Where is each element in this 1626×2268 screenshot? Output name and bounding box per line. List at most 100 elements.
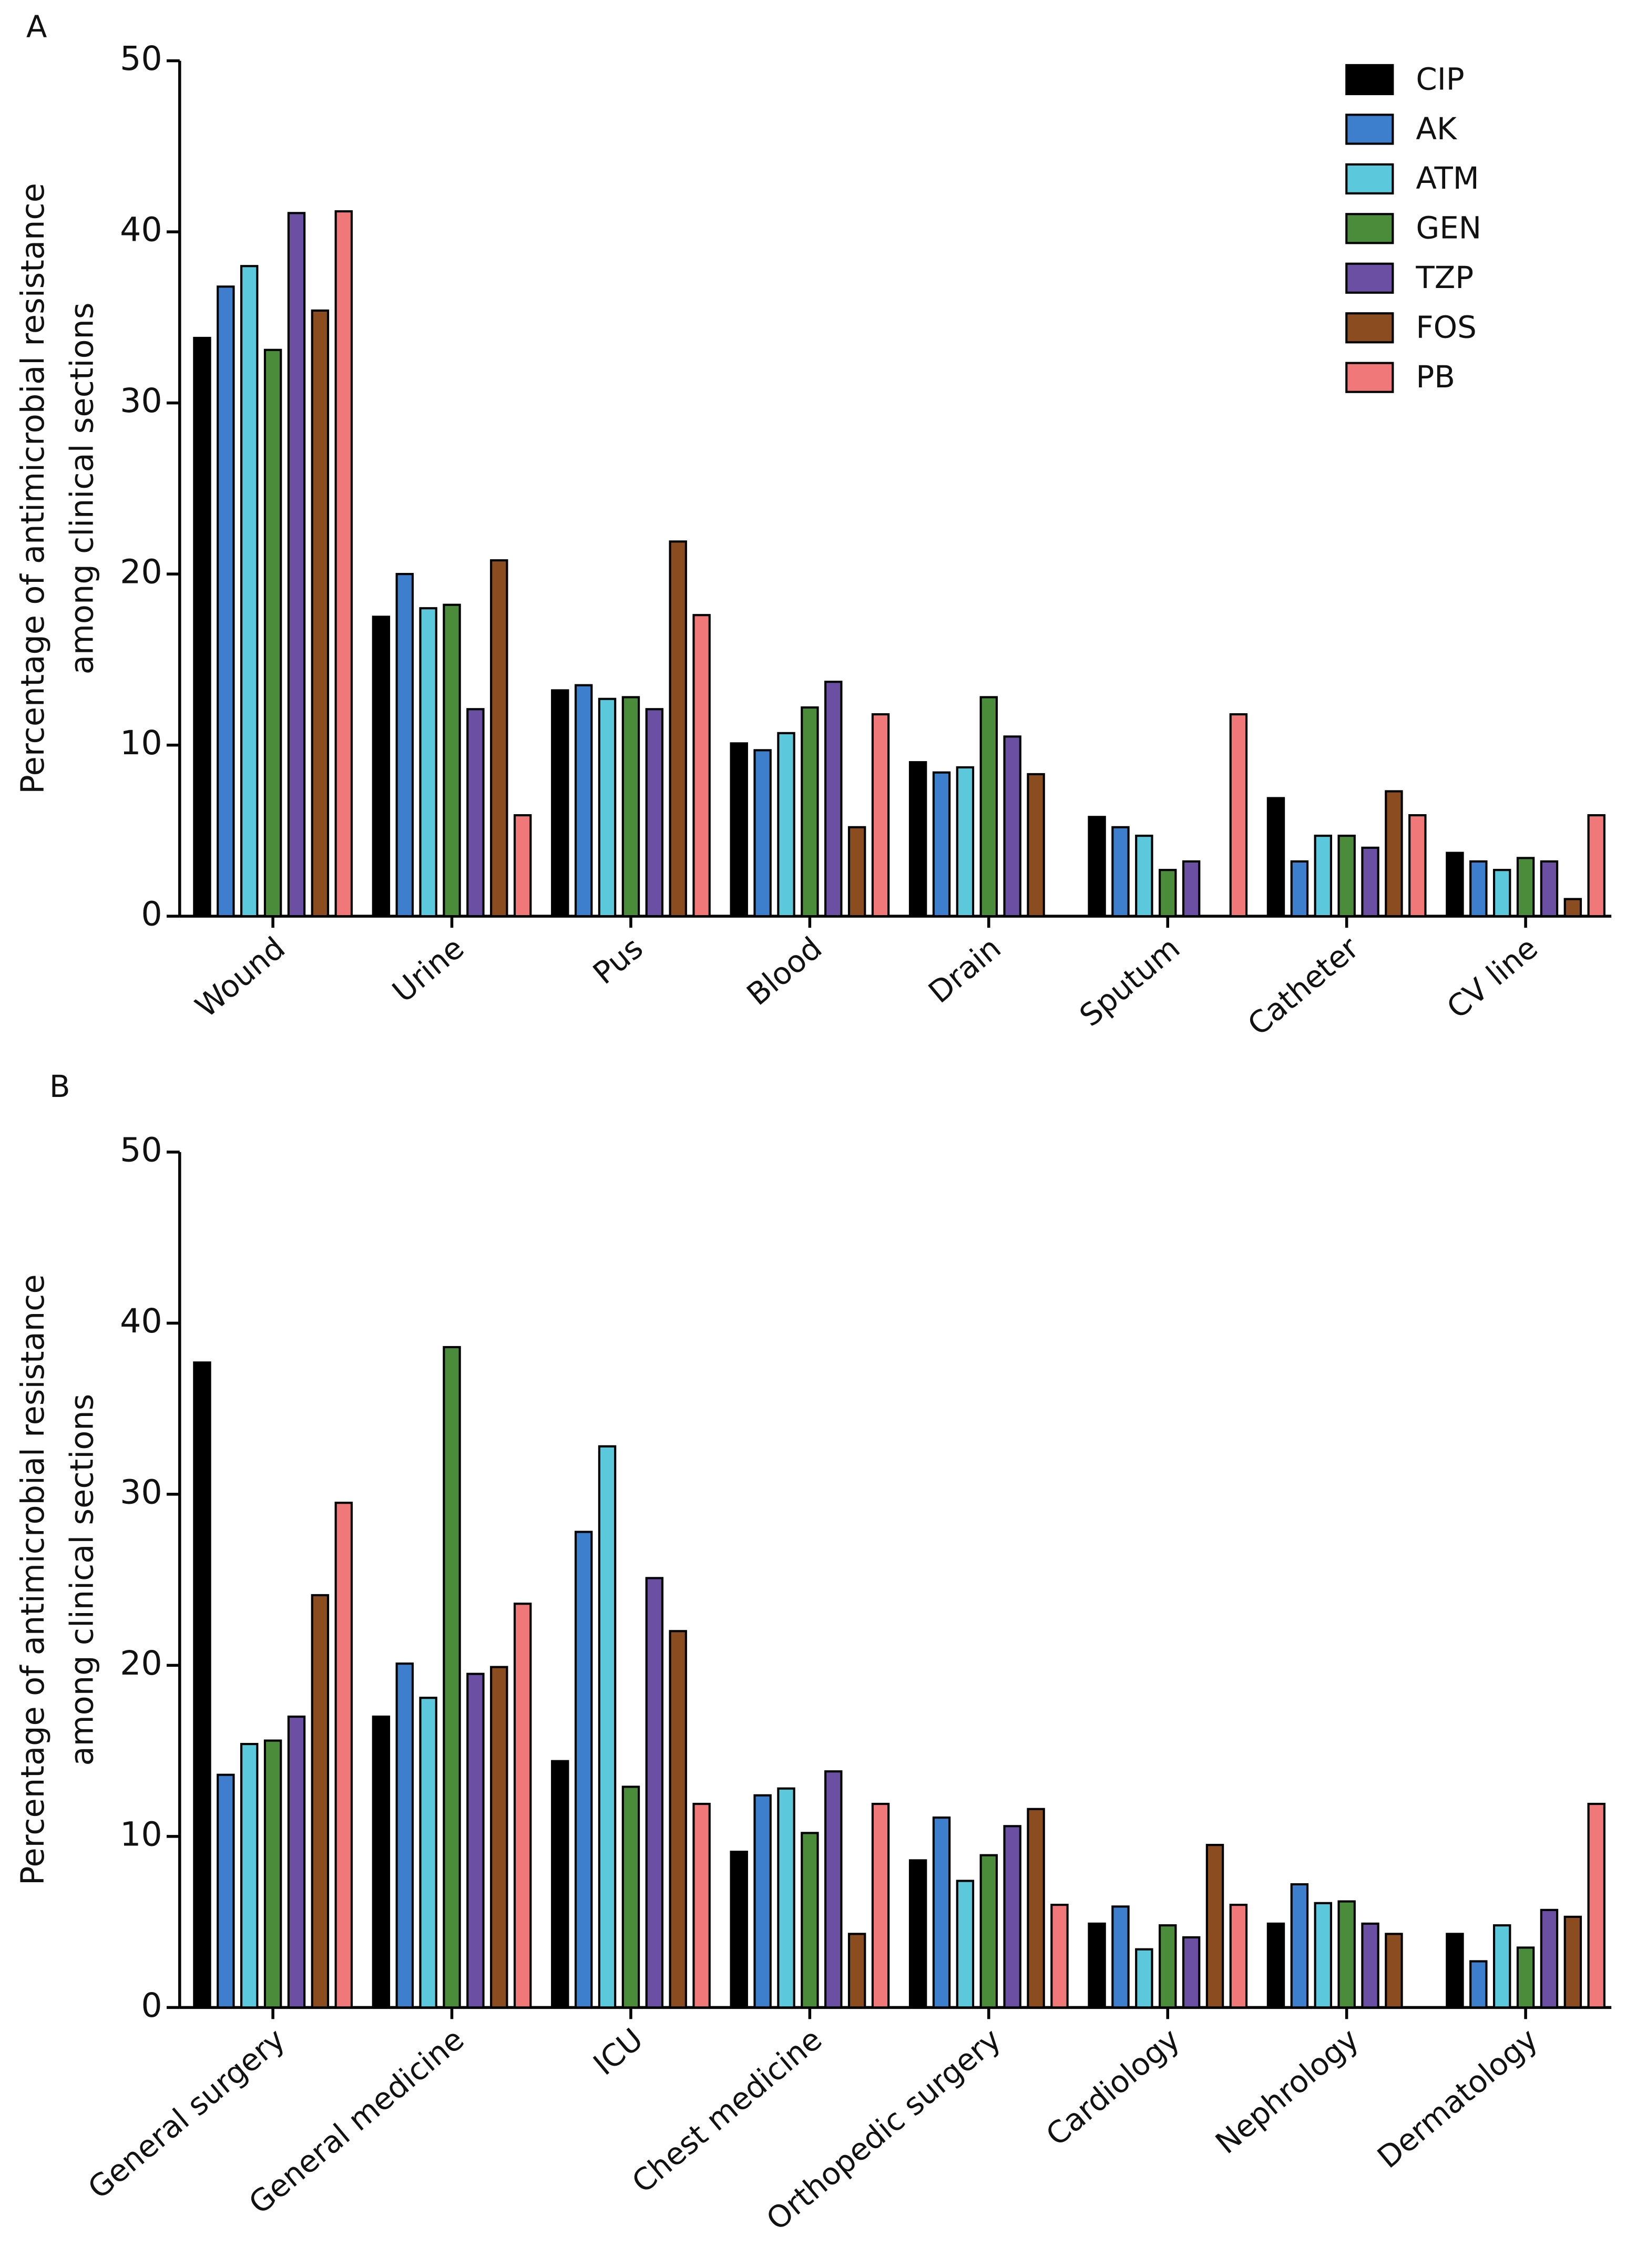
- bar: [801, 1832, 819, 2009]
- bar: [1314, 1902, 1332, 2009]
- bar: [1385, 790, 1403, 918]
- bar: [1469, 860, 1488, 918]
- legend-swatch: [1345, 213, 1394, 244]
- bar: [908, 1859, 927, 2009]
- bar: [1563, 898, 1582, 918]
- y-tick-label: 20: [120, 1644, 162, 1682]
- bar: [1003, 735, 1021, 918]
- bar: [753, 1794, 772, 2009]
- legend-swatch: [1345, 362, 1394, 393]
- bar: [1050, 1903, 1069, 2009]
- bar: [730, 742, 748, 918]
- bar: [1492, 869, 1511, 918]
- bar: [372, 615, 391, 918]
- bar: [287, 1715, 306, 2009]
- bar: [1111, 826, 1130, 918]
- bar: [932, 1816, 951, 2009]
- bar: [443, 1346, 461, 2009]
- bar: [801, 706, 819, 918]
- bar: [669, 1630, 687, 2009]
- bar: [1266, 797, 1285, 918]
- y-tick-label: 10: [120, 1814, 162, 1853]
- y-tick-label: 30: [120, 1472, 162, 1511]
- legend-label: ATM: [1416, 160, 1479, 196]
- bar: [513, 814, 532, 918]
- bar: [1088, 816, 1106, 918]
- bar: [1290, 1883, 1309, 2009]
- bar: [466, 708, 485, 918]
- bar: [1337, 1900, 1356, 2009]
- panel-label: A: [26, 9, 47, 45]
- bar: [979, 696, 998, 918]
- bar: [692, 1802, 711, 2009]
- bar: [193, 336, 211, 918]
- x-tick-label: Blood: [740, 930, 829, 1012]
- bar: [1027, 1808, 1045, 2009]
- legend-label: TZP: [1415, 260, 1474, 295]
- bar: [1587, 1802, 1605, 2009]
- bar: [730, 1851, 748, 2009]
- bar: [334, 210, 353, 918]
- bar: [311, 309, 330, 918]
- x-tick-label: ICU: [587, 2021, 650, 2082]
- legend-label: AK: [1416, 111, 1458, 147]
- bar: [621, 1785, 640, 2009]
- y-tick-label: 50: [120, 1130, 162, 1169]
- bar: [1337, 835, 1356, 918]
- y-tick-label: 40: [120, 1301, 162, 1340]
- bar: [1563, 1915, 1582, 2009]
- bar: [753, 749, 772, 918]
- legend-swatch: [1345, 114, 1394, 145]
- panel-label: B: [49, 1069, 70, 1104]
- bar: [1003, 1825, 1021, 2009]
- bar: [1111, 1905, 1130, 2009]
- bar: [777, 1787, 795, 2009]
- x-tick-label: Catheter: [1241, 930, 1365, 1043]
- bar: [466, 1672, 485, 2009]
- bar: [1516, 1946, 1535, 2009]
- bar: [908, 761, 927, 918]
- bar: [598, 1445, 617, 2009]
- bar: [692, 614, 711, 918]
- legend-label: CIP: [1416, 61, 1464, 97]
- x-tick-label: Urine: [385, 930, 471, 1009]
- legend-swatch: [1345, 262, 1394, 294]
- bar: [645, 708, 664, 918]
- bar: [395, 573, 414, 918]
- bar: [1182, 860, 1201, 918]
- x-tick-label: CV line: [1440, 930, 1545, 1025]
- bar: [551, 689, 569, 918]
- bar: [1469, 1960, 1488, 2009]
- bar: [395, 1662, 414, 2009]
- bar: [1540, 1908, 1559, 2009]
- bar: [551, 1760, 569, 2009]
- bar: [777, 732, 795, 918]
- bar: [263, 348, 282, 918]
- y-axis-label: Percentage of antimicrobial resistance: [15, 183, 52, 794]
- bar: [419, 1697, 437, 2009]
- bar: [263, 1739, 282, 2009]
- bar: [1361, 1922, 1379, 2009]
- y-tick-label: 50: [120, 39, 162, 78]
- bar: [1159, 869, 1177, 918]
- bar: [1385, 1933, 1403, 2009]
- bar: [311, 1594, 330, 2009]
- bar: [1290, 860, 1309, 918]
- bar: [669, 540, 687, 918]
- bar: [1361, 846, 1379, 918]
- x-tick-label: Nephrology: [1209, 2021, 1365, 2161]
- bar: [932, 771, 951, 918]
- legend-label: FOS: [1416, 310, 1476, 345]
- bar: [1135, 835, 1153, 918]
- bar: [1516, 857, 1535, 918]
- bar: [956, 766, 975, 918]
- x-tick-label: Chest medicine: [625, 2021, 829, 2200]
- bar: [871, 1802, 890, 2009]
- bar: [871, 713, 890, 918]
- bar: [240, 265, 259, 918]
- bar: [193, 1361, 211, 2009]
- x-tick-label: Wound: [189, 930, 292, 1024]
- legend-swatch: [1345, 163, 1394, 194]
